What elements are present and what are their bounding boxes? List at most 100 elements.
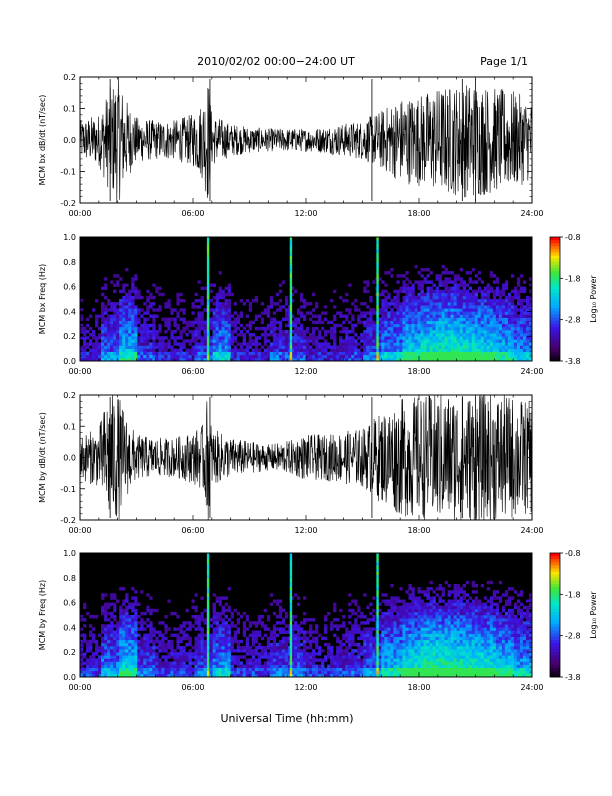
- spectrogram-cell-4-154: [107, 606, 110, 609]
- spectrogram-cell-2-831: [228, 293, 231, 296]
- spectrogram-cell-2-1985: [439, 311, 442, 314]
- spectrogram-cell-2-1964: [436, 296, 439, 299]
- spectrogram-cell-2-810: [225, 287, 228, 290]
- spectrogram-cell-4-1381: [327, 652, 330, 655]
- spectrogram-cell-2-1353: [351, 355, 354, 358]
- spectrogram-cell-2-70: [98, 342, 101, 345]
- spectrogram-cell-2-540: [176, 293, 179, 296]
- spectrogram-cell-2-820: [228, 330, 231, 333]
- spectrogram-cell-4-600: [182, 668, 185, 671]
- spectrogram-spike-2-2-10: [376, 327, 378, 330]
- spectrogram-cell-4-1337: [315, 665, 318, 668]
- spectrogram-cell-2-1852: [424, 327, 427, 330]
- spectrogram-cell-4-1701: [384, 662, 387, 665]
- x-tick-label-3-4: 24:00: [520, 526, 543, 535]
- spectrogram-cell-2-228: [122, 330, 125, 333]
- spectrogram-cell-2-893: [243, 302, 246, 305]
- spectrogram-cell-2-1756: [411, 308, 414, 311]
- spectrogram-cell-4-1419: [336, 652, 339, 655]
- spectrogram-cell-2-2017: [442, 296, 445, 299]
- spectrogram-cell-2-1933: [433, 318, 436, 321]
- spectrogram-cell-2-49: [92, 333, 95, 336]
- spectrogram-cell-2-703: [213, 352, 216, 355]
- spectrogram-cell-2-1215: [315, 342, 318, 345]
- spectrogram-cell-2-571: [185, 339, 188, 342]
- spectrogram-cell-4-1607: [369, 643, 372, 646]
- spectrogram-cell-2-936: [255, 318, 258, 321]
- spectrogram-cell-2-508: [170, 346, 173, 349]
- spectrogram-cell-2-1368: [354, 352, 357, 355]
- spectrogram-cell-2-2181: [460, 296, 463, 299]
- spectrogram-cell-2-1126: [297, 355, 300, 358]
- spectrogram-cell-4-1076: [267, 627, 270, 630]
- spectrogram-cell-2-320: [134, 346, 137, 349]
- spectrogram-cell-4-868: [225, 637, 228, 640]
- spectrogram-cell-4-1355: [318, 634, 321, 637]
- spectrogram-cell-2-2158: [457, 284, 460, 287]
- spectrogram-cell-4-344: [134, 671, 137, 674]
- spectrogram-cell-4-710: [201, 596, 204, 599]
- spectrogram-cell-2-459: [158, 339, 161, 342]
- spectrogram-cell-2-2523: [502, 315, 505, 318]
- spectrogram-cell-2-144: [110, 330, 113, 333]
- spectrogram-cell-4-969: [246, 668, 249, 671]
- spectrogram-spike-2-1-28: [290, 271, 292, 274]
- spectrogram-cell-4-1656: [378, 665, 381, 668]
- spectrogram-cell-2-603: [195, 346, 198, 349]
- spectrogram-cell-2-494: [167, 346, 170, 349]
- spectrogram-cell-2-1034: [279, 342, 282, 345]
- spectrogram-cell-2-1551: [384, 271, 387, 274]
- spectrogram-cell-2-1819: [421, 342, 424, 345]
- spectrogram-cell-4-52: [89, 631, 92, 634]
- spectrogram-cell-4-1156: [282, 658, 285, 661]
- spectrogram-cell-2-2668: [520, 290, 523, 293]
- x-tick-label-1-3: 18:00: [407, 209, 430, 218]
- spectrogram-cell-4-947: [240, 665, 243, 668]
- spectrogram-cell-4-51: [89, 634, 92, 637]
- spectrogram-cell-4-1499: [351, 643, 354, 646]
- spectrogram-cell-4-56: [92, 671, 95, 674]
- spectrogram-cell-4-1093: [270, 603, 273, 606]
- spectrogram-cell-4-1459: [345, 665, 348, 668]
- spectrogram-cell-2-2681: [523, 327, 526, 330]
- spectrogram-cell-2-795: [225, 339, 228, 342]
- spectrogram-cell-4-760: [210, 634, 213, 637]
- spectrogram-cell-4-483: [155, 655, 158, 658]
- spectrogram-cell-2-2041: [445, 305, 448, 308]
- spectrogram-cell-2-1593: [390, 268, 393, 271]
- spectrogram-cell-4-761: [210, 624, 213, 627]
- spectrogram-spike-2-0-28: [207, 271, 209, 274]
- spectrogram-cell-4-885: [228, 652, 231, 655]
- spectrogram-cell-2-2532: [502, 284, 505, 287]
- spectrogram-cell-2-189: [116, 318, 119, 321]
- spectrogram-cell-2-2291: [475, 355, 478, 358]
- spectrogram-cell-4-388: [140, 668, 143, 671]
- spectrogram-cell-4-611: [182, 624, 185, 627]
- spectrogram-cell-2-2015: [442, 302, 445, 305]
- spectrogram-cell-4-623: [185, 627, 188, 630]
- spectrogram-cell-2-530: [176, 349, 179, 352]
- spectrogram-cell-2-1712: [405, 284, 408, 287]
- spectrogram-cell-2-25: [86, 355, 89, 358]
- spectrogram-cell-4-1231: [294, 643, 297, 646]
- spectrogram-cell-2-213: [119, 308, 122, 311]
- spectrogram-cell-2-2542: [505, 330, 508, 333]
- spectrogram-cell-4-246: [122, 671, 125, 674]
- spectrogram-cell-4-429: [146, 652, 149, 655]
- spectrogram-cell-4-1234: [294, 634, 297, 637]
- spectrogram-cell-4-919: [234, 658, 237, 661]
- spectrogram-cell-2-1212: [315, 352, 318, 355]
- spectrogram-cell-4-1121: [276, 652, 279, 655]
- spectrogram-cell-2-1621: [396, 339, 399, 342]
- spectrogram-cell-4-1378: [327, 668, 330, 671]
- spectrogram-cell-2-2546: [505, 318, 508, 321]
- spectrogram-cell-2-1374: [354, 324, 357, 327]
- spectrogram-cell-2-1994: [439, 280, 442, 283]
- spectrogram-cell-2-1265: [330, 355, 333, 358]
- spectrogram-spike-2-2-23: [376, 287, 378, 290]
- spectrogram-spike-2-0-10: [207, 327, 209, 330]
- spectrogram-cell-2-1250: [324, 342, 327, 345]
- spectrogram-cell-2-368: [140, 324, 143, 327]
- spectrogram-cell-2-1189: [309, 346, 312, 349]
- spectrogram-cell-2-1630: [396, 311, 399, 314]
